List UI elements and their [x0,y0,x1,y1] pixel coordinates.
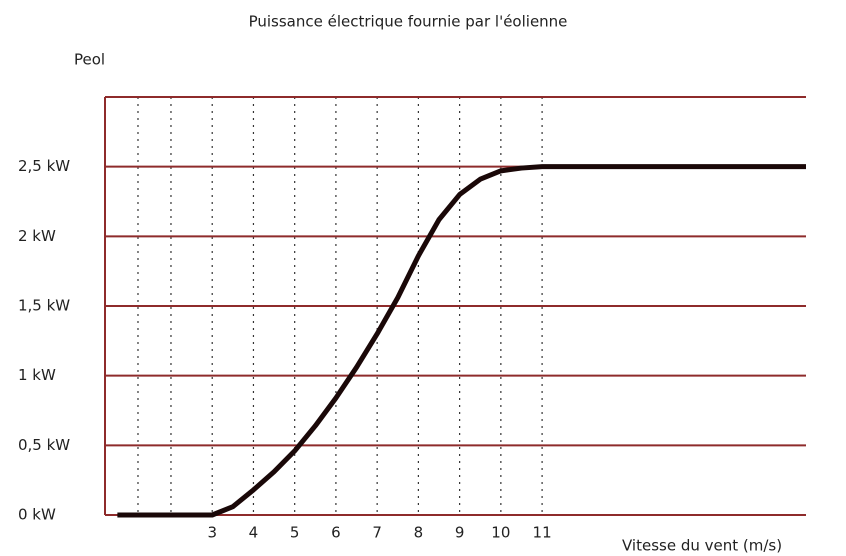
y-tick-label: 1,5 kW [18,297,70,315]
x-tick-label: 7 [372,524,382,542]
y-tick-label: 2,5 kW [18,157,70,175]
x-tick-label: 9 [455,524,465,542]
chart-title: Puissance électrique fournie par l'éolie… [249,13,568,31]
power-curve [117,164,806,518]
y-tick-label: 1 kW [18,366,56,384]
x-tick-label: 8 [414,524,424,542]
x-tick-label: 10 [491,524,510,542]
y-tick-label: 2 kW [18,227,56,245]
x-tick-label: 11 [533,524,552,542]
x-tick-label: 5 [290,524,300,542]
y-axis-label: Peol [74,51,105,69]
x-axis-label: Vitesse du vent (m/s) [622,537,782,555]
x-tick-label: 3 [207,524,217,542]
x-tick-label: 6 [331,524,341,542]
x-tick-label: 4 [249,524,259,542]
y-tick-label: 0 kW [18,506,56,524]
y-tick-label: 0,5 kW [18,436,70,454]
